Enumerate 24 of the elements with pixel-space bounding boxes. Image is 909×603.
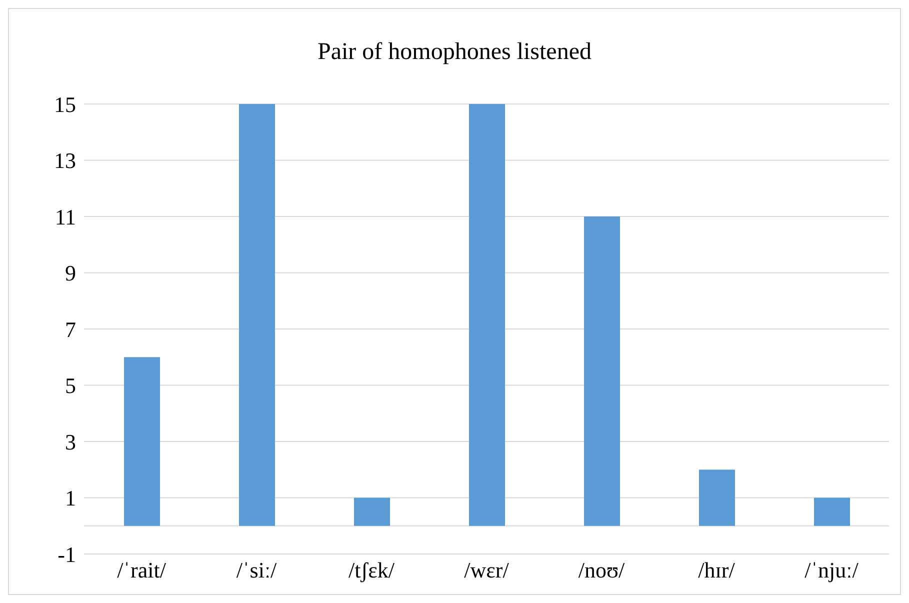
bar — [699, 470, 735, 526]
y-tick-label: 3 — [65, 429, 76, 454]
bar — [239, 104, 275, 526]
x-tick-label: /ˈsiː/ — [236, 558, 278, 583]
x-tick-label: /tʃɛk/ — [348, 558, 396, 583]
x-tick-label: /wɛr/ — [464, 558, 510, 583]
bar — [469, 104, 505, 526]
y-tick-label: 11 — [54, 204, 76, 230]
y-tick-label: 5 — [65, 373, 76, 398]
chart-title: Pair of homophones listened — [316, 39, 592, 66]
bar — [814, 498, 850, 526]
x-tick-label: /noʊ/ — [578, 558, 626, 583]
y-tick-label: 13 — [54, 148, 76, 174]
bar — [354, 498, 390, 526]
y-tick-label: -1 — [58, 542, 76, 567]
y-tick-label: 15 — [54, 92, 76, 117]
bar — [124, 357, 160, 526]
y-tick-label: 9 — [65, 260, 76, 286]
y-tick-label: 1 — [65, 486, 76, 511]
y-tick-label: 7 — [65, 316, 76, 342]
x-tick-label: /hɪr/ — [698, 558, 736, 583]
bar — [584, 216, 620, 526]
x-tick-label: /ˈnjuː/ — [804, 558, 860, 583]
x-tick-label: /ˈrait/ — [117, 558, 167, 583]
